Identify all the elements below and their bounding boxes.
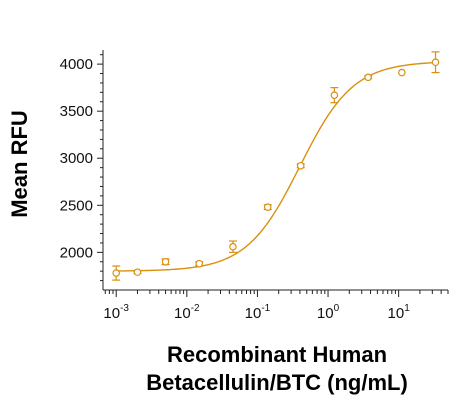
y-axis: 2000 2500 3000 3500 4000 [60,50,104,290]
x-tick-label: 10-3 [103,303,129,322]
y-tick-label: 2500 [60,197,93,214]
x-axis-label-line-2: Betacellulin/BTC (ng/mL) [146,370,408,395]
y-tick-label: 3500 [60,103,93,120]
x-tick-label: 100 [317,303,340,322]
x-tick-label: 10-1 [245,303,271,322]
data-point [364,73,372,82]
data-point [398,68,406,77]
data-point [195,259,204,268]
y-tick-label: 2000 [60,244,93,261]
data-point [263,203,272,211]
data-point [112,269,121,277]
x-tick-label: 10-2 [174,303,200,322]
x-tick-label: 101 [388,303,411,322]
x-axis-label-line-1: Recombinant Human [167,342,387,367]
data-point [330,91,339,99]
data-point [229,242,237,251]
fit-curve-layer [116,61,436,272]
data-points-layer [112,51,440,281]
data-point [431,58,440,67]
x-axis: 10-3 10-2 10-1 100 101 [103,289,449,322]
y-tick-label: 3000 [60,150,93,167]
y-axis-label: Mean RFU [7,110,32,218]
fit-curve [116,61,436,272]
y-tick-label: 4000 [60,56,93,73]
data-point [296,161,305,170]
data-point [133,268,142,276]
data-point [161,257,170,266]
